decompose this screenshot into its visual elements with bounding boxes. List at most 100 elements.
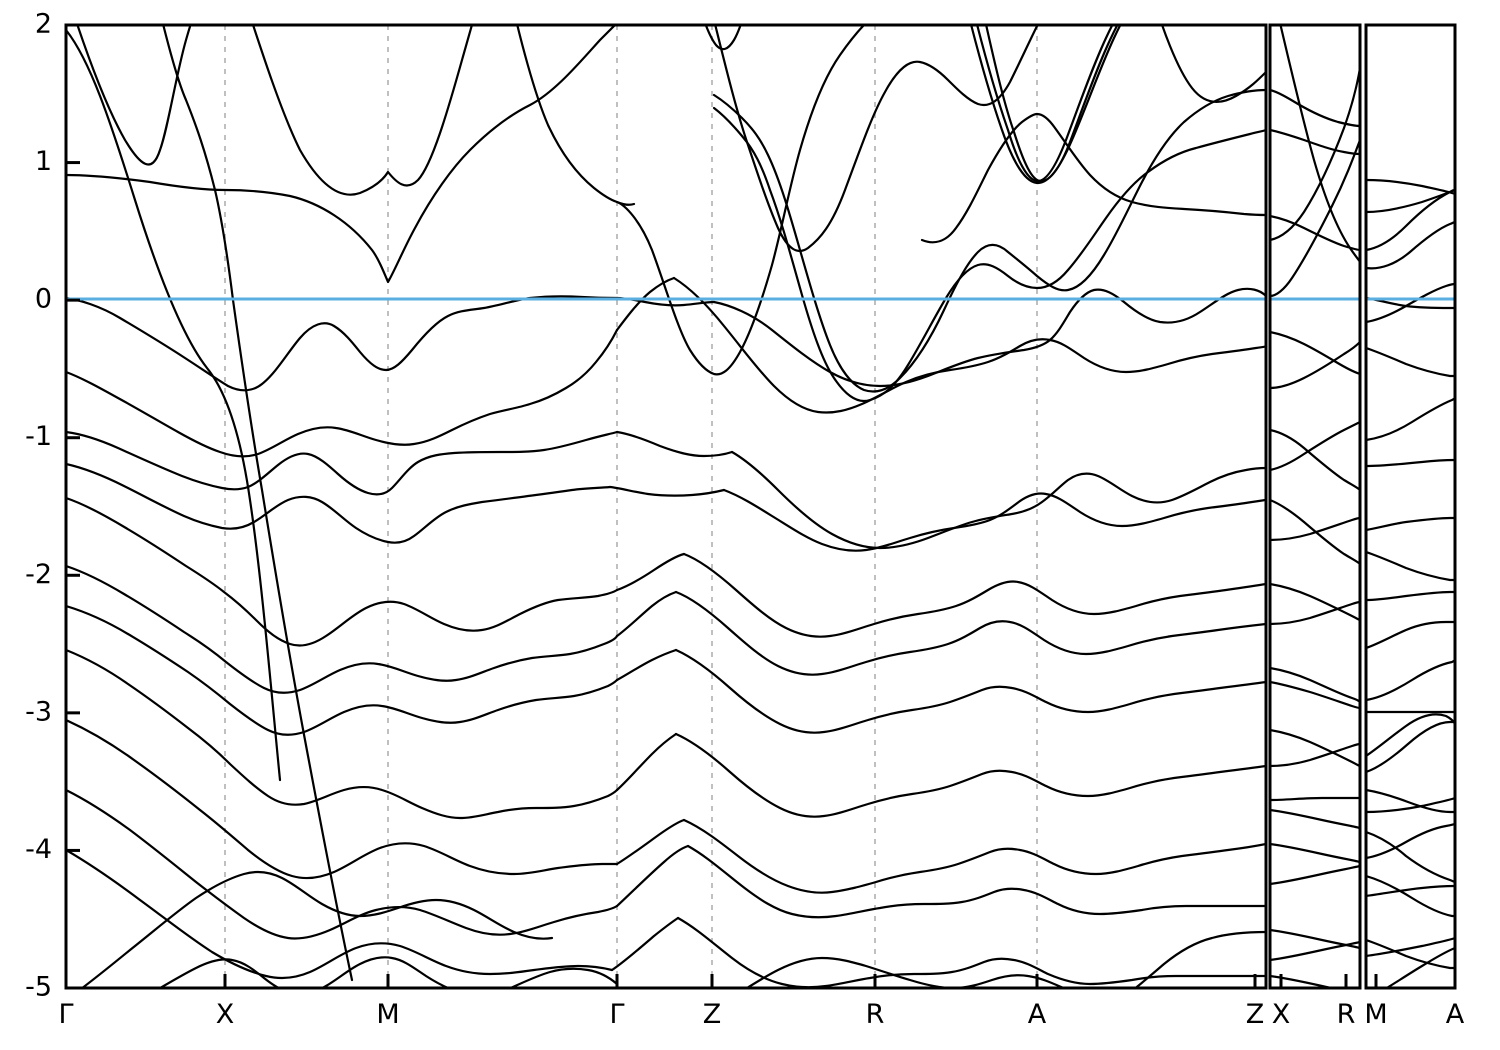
y-axis-ticks (66, 23, 80, 990)
band-curve (1366, 936, 1455, 958)
band-curve (1270, 582, 1360, 622)
band-curve (615, 430, 734, 458)
band-curve (66, 848, 614, 980)
band-curve (712, 88, 1266, 393)
band-curve (608, 485, 726, 497)
y-axis-tick-label: -3 (25, 696, 52, 727)
band-curve (730, 450, 1266, 550)
band-curve (1270, 340, 1360, 390)
band-curve (1270, 420, 1360, 472)
y-axis-tick-label: -2 (25, 559, 52, 590)
band-curve (1366, 550, 1455, 582)
band-curve (1279, 25, 1360, 264)
x-axis-tick-label: A (1028, 999, 1047, 1030)
band-curve (157, 956, 451, 988)
band-curve (1366, 658, 1455, 702)
band-curve (66, 28, 282, 782)
band-curve (674, 732, 1266, 818)
band-curve (1366, 796, 1455, 814)
band-curve (615, 648, 678, 682)
band-curve (66, 604, 619, 736)
band-curve (682, 552, 1266, 638)
band-curve (985, 25, 1119, 183)
band-curve (1270, 808, 1360, 830)
x-axis-tick-label: Z (703, 999, 722, 1030)
band-curve (610, 916, 680, 972)
band-curve (1270, 428, 1360, 492)
band-curve (1366, 220, 1455, 270)
band-curve (1366, 516, 1455, 532)
band-curve (686, 844, 1266, 919)
band-curves-xr-panel (1270, 25, 1360, 988)
band-curve (1384, 946, 1455, 988)
band-curve (615, 25, 866, 376)
band-curve (1270, 214, 1360, 252)
band-curve (712, 106, 1266, 403)
band-curve (1270, 666, 1360, 704)
band-curve (1270, 498, 1360, 566)
band-curve (1366, 874, 1455, 918)
band-curve (66, 462, 612, 544)
band-curve (714, 25, 1039, 253)
x-axis-tick-label: R (1337, 999, 1356, 1030)
band-curve (1366, 296, 1455, 310)
band-curve (1366, 713, 1455, 758)
band-curve (1160, 25, 1266, 103)
band-curve (1270, 742, 1360, 768)
band-curve (1270, 974, 1337, 988)
band-curve (976, 25, 1114, 183)
band-curve (1270, 680, 1360, 710)
x-axis-tick-label: M (376, 999, 399, 1030)
band-curve (1270, 842, 1360, 864)
band-curve (1366, 396, 1455, 442)
band-curve (1270, 330, 1360, 376)
band-curve (1366, 788, 1455, 814)
band-curve (615, 276, 676, 332)
band-curve (66, 328, 619, 458)
band-curve (1270, 128, 1360, 156)
y-axis-tick-label: 0 (35, 284, 52, 315)
band-curve (970, 25, 1122, 185)
band-curve (1270, 138, 1360, 298)
y-axis-tick-labels: 2 1 0 -1 -2 -3 -4 -5 (25, 9, 52, 1003)
band-curve (1270, 66, 1360, 242)
band-curve (507, 967, 619, 988)
band-curve (1366, 830, 1455, 884)
band-curve (251, 25, 474, 196)
band-curve (1133, 930, 1266, 988)
y-axis-tick-label: -1 (25, 421, 52, 452)
band-curve (1366, 188, 1455, 214)
band-curve (1270, 796, 1360, 802)
band-curve (66, 430, 619, 496)
y-axis-tick-label: -4 (25, 834, 52, 865)
band-curve (1366, 282, 1455, 324)
band-curve (672, 276, 1266, 414)
band-curve (1366, 620, 1455, 650)
band-curve (674, 590, 1266, 676)
band-curve (1366, 188, 1455, 252)
band-curve (676, 916, 1266, 988)
band-curve (615, 590, 678, 638)
band-curve (1366, 720, 1455, 774)
band-curve (682, 818, 1266, 894)
band-curve (66, 648, 619, 820)
band-curve (1270, 864, 1360, 886)
band-curve (1366, 938, 1455, 970)
x-axis-tick-label: Γ (609, 999, 624, 1030)
band-curve (80, 870, 554, 988)
band-curve (615, 552, 686, 592)
x-axis-tick-label: A (1446, 999, 1465, 1030)
band-curve (615, 844, 690, 908)
band-curve (1270, 516, 1360, 542)
x-axis-tick-label: M (1364, 999, 1387, 1030)
x-axis-tick-label: X (1272, 999, 1291, 1030)
band-curve (1366, 884, 1455, 898)
gridlines-main (224, 25, 1038, 988)
band-curve (66, 718, 619, 880)
band-curve (615, 818, 686, 866)
x-axis-ticks (64, 974, 1457, 988)
band-curve (66, 496, 619, 647)
band-curve (76, 25, 192, 166)
plot-frames (64, 23, 1457, 990)
